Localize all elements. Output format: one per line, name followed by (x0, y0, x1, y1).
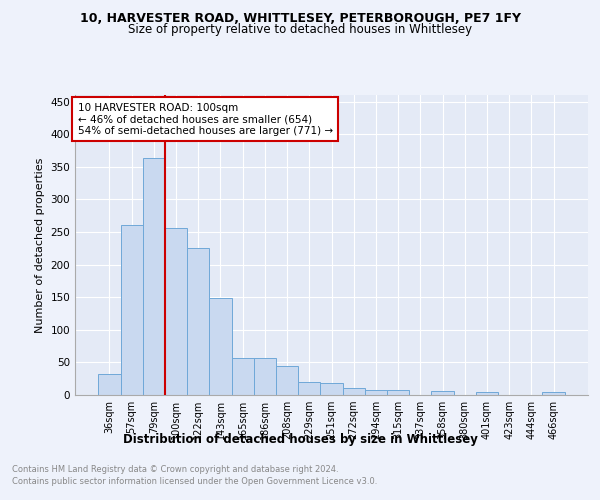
Bar (542, 392, 565, 395)
Text: Contains HM Land Registry data © Crown copyright and database right 2024.: Contains HM Land Registry data © Crown c… (12, 465, 338, 474)
Bar (365, 390, 387, 395)
Bar (343, 388, 365, 395)
Bar (298, 382, 320, 395)
Bar (143, 158, 165, 395)
Bar (232, 358, 254, 395)
Text: Distribution of detached houses by size in Whittlesey: Distribution of detached houses by size … (122, 432, 478, 446)
Bar (209, 298, 232, 395)
Text: Contains public sector information licensed under the Open Government Licence v3: Contains public sector information licen… (12, 478, 377, 486)
Bar (121, 226, 143, 395)
Text: Size of property relative to detached houses in Whittlesey: Size of property relative to detached ho… (128, 22, 472, 36)
Bar (254, 358, 276, 395)
Bar (165, 228, 187, 395)
Y-axis label: Number of detached properties: Number of detached properties (35, 158, 45, 332)
Bar (98, 374, 121, 395)
Text: 10, HARVESTER ROAD, WHITTLESEY, PETERBOROUGH, PE7 1FY: 10, HARVESTER ROAD, WHITTLESEY, PETERBOR… (79, 12, 521, 26)
Bar (431, 391, 454, 395)
Bar (276, 366, 298, 395)
Bar (387, 390, 409, 395)
Bar (320, 384, 343, 395)
Bar (476, 392, 498, 395)
Text: 10 HARVESTER ROAD: 100sqm
← 46% of detached houses are smaller (654)
54% of semi: 10 HARVESTER ROAD: 100sqm ← 46% of detac… (77, 102, 332, 136)
Bar (187, 248, 209, 395)
